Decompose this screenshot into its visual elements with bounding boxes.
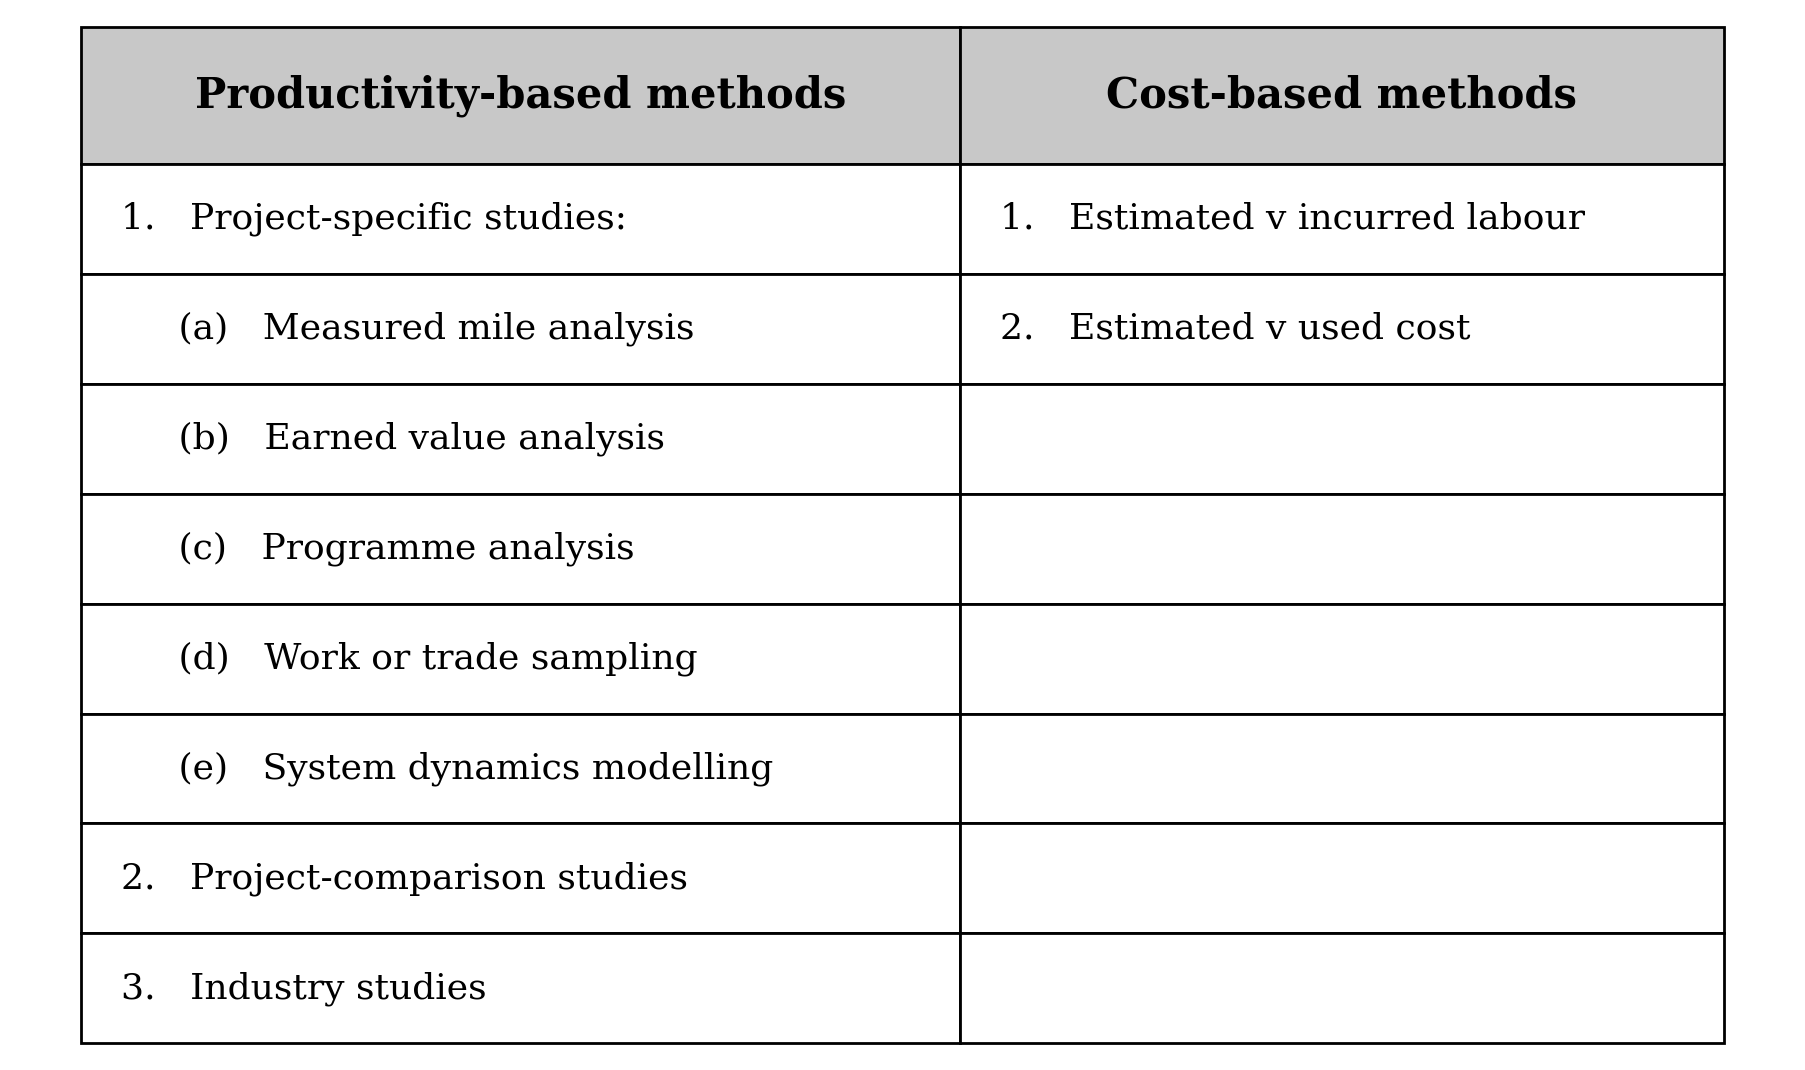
Text: 1.   Project-specific studies:: 1. Project-specific studies:	[121, 201, 626, 236]
Text: (c)   Programme analysis: (c) Programme analysis	[121, 532, 635, 566]
Bar	[960, 384, 1724, 493]
Bar	[81, 824, 960, 933]
Text: 1.   Estimated v incurred labour: 1. Estimated v incurred labour	[1000, 202, 1585, 235]
Text: 2.   Estimated v used cost: 2. Estimated v used cost	[1000, 311, 1471, 346]
Text: 2.   Project-comparison studies: 2. Project-comparison studies	[121, 861, 688, 896]
Bar	[81, 274, 960, 384]
Bar	[960, 27, 1724, 164]
Bar	[960, 274, 1724, 384]
Bar	[960, 493, 1724, 603]
Bar	[81, 714, 960, 824]
Bar	[960, 933, 1724, 1043]
Bar	[81, 164, 960, 274]
Bar	[960, 603, 1724, 714]
Text: 3.   Industry studies: 3. Industry studies	[121, 972, 487, 1006]
Text: (b)   Earned value analysis: (b) Earned value analysis	[121, 422, 664, 456]
Bar	[81, 27, 960, 164]
Bar	[960, 824, 1724, 933]
Bar	[960, 714, 1724, 824]
Bar	[81, 933, 960, 1043]
Text: (a)   Measured mile analysis: (a) Measured mile analysis	[121, 311, 695, 346]
Bar	[81, 384, 960, 493]
Text: (d)   Work or trade sampling: (d) Work or trade sampling	[121, 641, 697, 676]
Bar	[81, 493, 960, 603]
Text: (e)   System dynamics modelling: (e) System dynamics modelling	[121, 751, 773, 785]
Bar	[81, 603, 960, 714]
Text: Cost-based methods: Cost-based methods	[1106, 74, 1578, 117]
Text: Productivity-based methods: Productivity-based methods	[195, 74, 847, 117]
Bar	[960, 164, 1724, 274]
